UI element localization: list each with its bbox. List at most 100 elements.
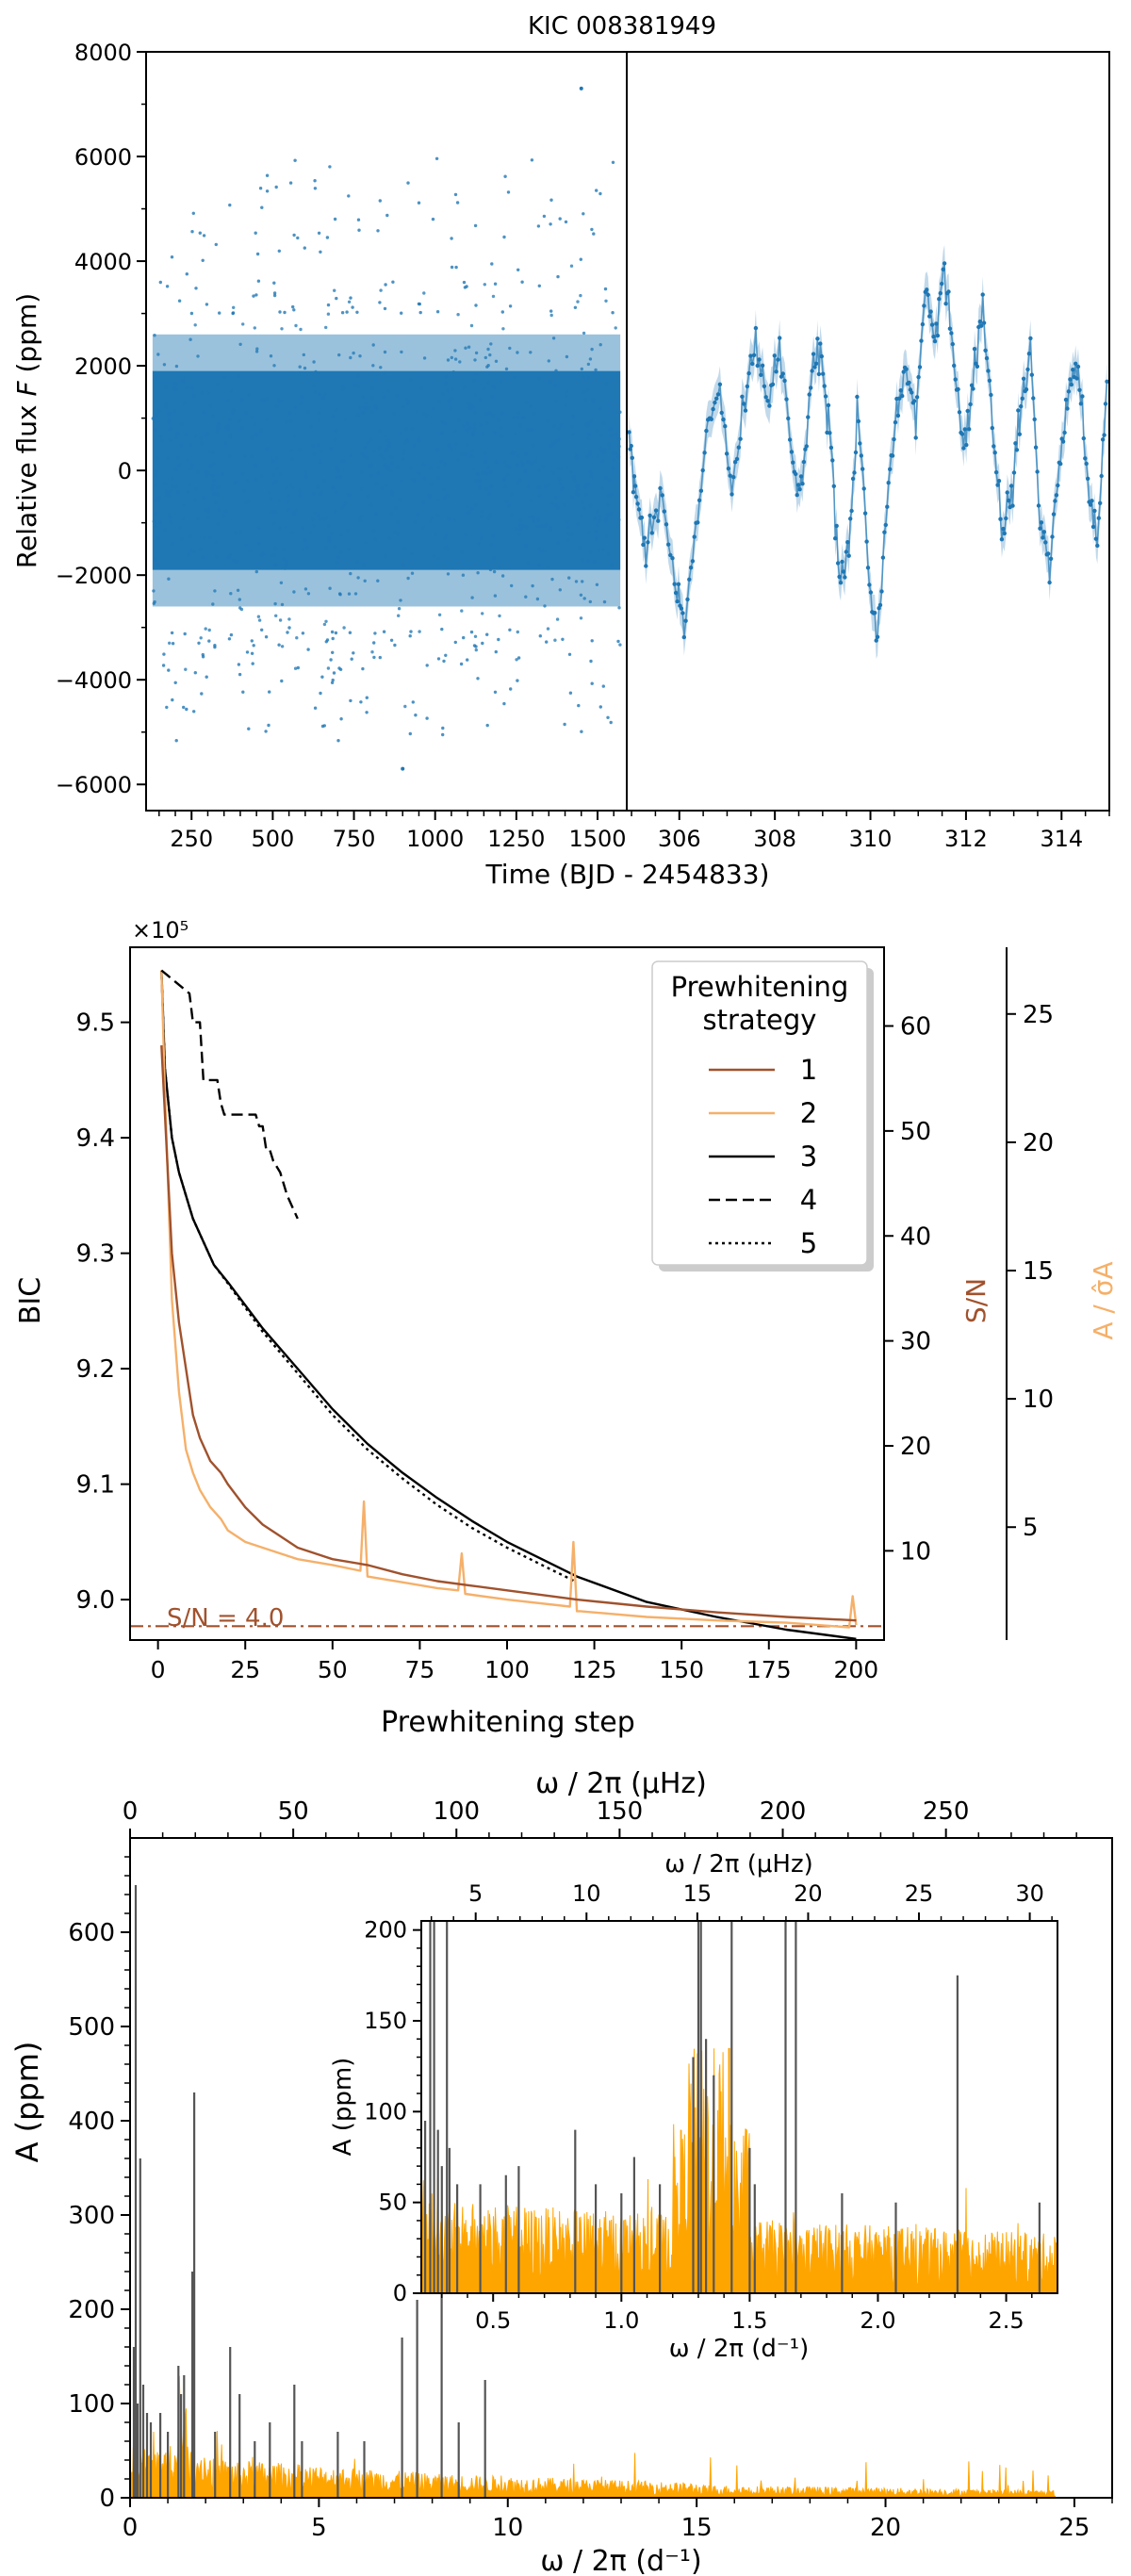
- flux-point: [347, 592, 352, 596]
- zoom-point: [1098, 500, 1103, 505]
- zoom-point: [1041, 530, 1047, 534]
- flux-point: [472, 427, 477, 431]
- flux-point: [612, 457, 615, 462]
- flux-point: [492, 556, 496, 560]
- zoom-point: [1090, 524, 1096, 530]
- flux-point: [253, 326, 256, 330]
- flux-point-outlier: [201, 258, 205, 262]
- flux-point-outlier: [349, 698, 352, 703]
- flux-point-outlier: [601, 684, 605, 688]
- flux-point: [386, 389, 390, 393]
- zoom-point: [1019, 403, 1024, 409]
- flux-point: [324, 517, 328, 520]
- flux-point: [512, 416, 516, 420]
- flux-point: [499, 380, 502, 384]
- flux-point: [167, 419, 171, 424]
- flux-point: [516, 463, 519, 467]
- zoom-point: [941, 267, 945, 271]
- flux-ytick-label: −4000: [56, 667, 132, 694]
- flux-point: [373, 404, 377, 408]
- zoom-point: [789, 450, 795, 454]
- flux-point: [584, 493, 588, 497]
- flux-point-outlier: [277, 249, 281, 253]
- flux-point: [463, 386, 467, 389]
- flux-point: [152, 519, 156, 523]
- flux-point: [303, 587, 308, 591]
- flux-point: [335, 490, 339, 495]
- flux-point: [359, 487, 363, 491]
- flux-point: [510, 583, 514, 588]
- flux-point: [178, 526, 182, 530]
- sn-tick-label: 30: [900, 1328, 931, 1356]
- flux-point: [390, 493, 394, 497]
- flux-point: [563, 502, 566, 507]
- flux-point: [317, 514, 320, 517]
- time-xtick-label: 250: [170, 826, 213, 852]
- muhz-xtick-label: 200: [760, 1797, 807, 1826]
- flux-point-outlier: [476, 677, 480, 681]
- flux-point: [171, 476, 174, 481]
- flux-ytick-label: −6000: [56, 772, 132, 798]
- flux-point-outlier: [231, 311, 235, 316]
- zoom-point: [751, 353, 757, 357]
- zoom-point: [807, 392, 811, 397]
- flux-point-outlier: [205, 303, 209, 306]
- flux-point-outlier: [272, 291, 277, 295]
- flux-point: [559, 422, 563, 427]
- flux-point: [478, 479, 482, 483]
- flux-point: [174, 485, 178, 489]
- flux-point: [559, 467, 564, 471]
- flux-point: [318, 459, 322, 464]
- flux-point: [287, 500, 290, 503]
- zoom-point: [800, 482, 805, 486]
- flux-point: [428, 466, 433, 470]
- flux-point-outlier: [201, 655, 205, 659]
- flux-point-outlier: [474, 304, 478, 307]
- flux-point: [406, 402, 410, 405]
- flux-point: [206, 515, 210, 519]
- flux-point: [317, 411, 320, 415]
- zoom-point: [1043, 540, 1048, 545]
- zoom-point: [922, 304, 926, 308]
- flux-point-outlier: [334, 631, 338, 635]
- flux-point: [517, 423, 522, 427]
- flux-point: [565, 394, 568, 398]
- flux-point: [181, 517, 185, 521]
- flux-point: [343, 418, 347, 421]
- flux-point: [581, 558, 584, 563]
- flux-point: [326, 666, 331, 670]
- zoom-point: [692, 534, 697, 539]
- flux-point-outlier: [335, 296, 338, 301]
- flux-point: [273, 546, 278, 550]
- flux-point: [444, 374, 449, 379]
- zoom-point: [813, 361, 819, 366]
- zoom-point: [713, 400, 717, 405]
- bic-ytick-label: 9.3: [76, 1240, 115, 1269]
- zoom-point: [1083, 456, 1088, 461]
- muhz-xtick-label: 0: [123, 1797, 139, 1826]
- zoom-point: [816, 371, 822, 377]
- flux-point: [503, 484, 507, 488]
- flux-point: [169, 520, 173, 525]
- flux-point: [588, 503, 593, 508]
- zoom-point: [670, 556, 675, 561]
- a-sigma-tick-label: 5: [1023, 1514, 1039, 1542]
- zoom-point: [676, 582, 681, 586]
- flux-point-outlier: [417, 302, 421, 306]
- flux-point: [440, 431, 444, 435]
- flux-point: [174, 435, 178, 439]
- flux-point: [288, 419, 293, 423]
- flux-point: [384, 554, 387, 559]
- flux-point: [164, 405, 168, 409]
- flux-point: [450, 397, 454, 401]
- flux-point: [165, 494, 169, 498]
- zoom-point: [724, 451, 729, 456]
- flux-point: [395, 465, 400, 468]
- flux-point: [458, 360, 462, 364]
- flux-point: [164, 490, 169, 494]
- bic-ytick-label: 9.2: [76, 1355, 115, 1384]
- flux-point: [207, 628, 211, 632]
- sn-tick-label: 20: [900, 1433, 931, 1461]
- flux-point: [366, 441, 369, 445]
- flux-point: [616, 455, 621, 459]
